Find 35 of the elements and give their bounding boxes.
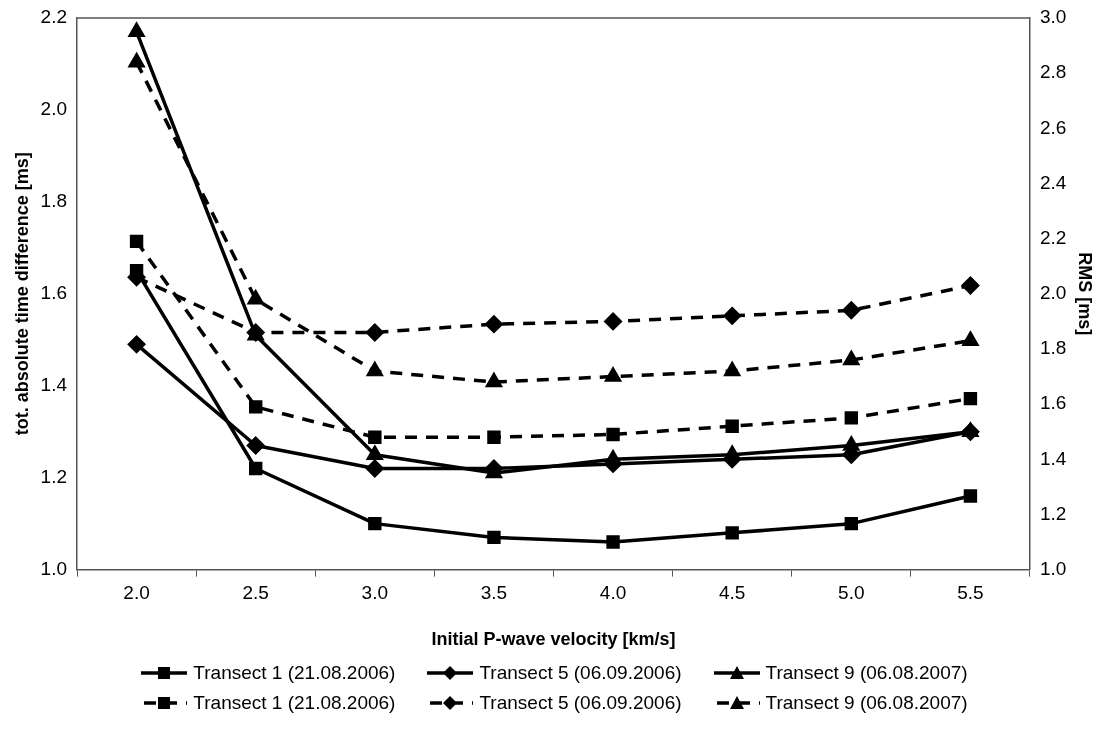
- y2-tick-label: 1.8: [1039, 337, 1067, 359]
- y2-tick-label: 2.6: [1039, 116, 1067, 138]
- x-tick-label: 2.5: [242, 582, 269, 604]
- y2-tick-label: 2.4: [1039, 171, 1067, 193]
- y2-axis-title: RMS [ms]: [1075, 252, 1096, 336]
- y2-tick-label: 2.2: [1039, 226, 1067, 248]
- x-tick-label: 5.5: [957, 582, 984, 604]
- y2-tick-label: 1.2: [1039, 502, 1067, 524]
- y-tick-label: 1.0: [40, 557, 68, 579]
- x-tick-label: 2.0: [123, 582, 150, 604]
- legend-label: Transect 1 (21.08.2006): [193, 662, 396, 684]
- y2-tick-label: 1.4: [1039, 447, 1067, 469]
- y2-tick-label: 1.6: [1039, 392, 1067, 414]
- x-tick-label: 3.5: [480, 582, 508, 604]
- y2-tick-label: 1.0: [1039, 557, 1067, 579]
- x-tick-label: 3.0: [361, 582, 389, 604]
- y-tick-label: 1.8: [40, 190, 68, 212]
- y-axis-title: tot. absolute time difference [ms]: [11, 152, 32, 436]
- legend-label: Transect 5 (06.09.2006): [479, 662, 682, 684]
- y2-tick-label: 2.8: [1039, 61, 1067, 83]
- x-tick-label: 4.5: [718, 582, 746, 604]
- x-tick-label: 4.0: [599, 582, 627, 604]
- legend-label: Transect 1 (21.08.2006): [193, 692, 396, 714]
- x-axis-title: Initial P-wave velocity [km/s]: [431, 629, 676, 650]
- y-tick-label: 1.4: [40, 373, 68, 395]
- y-tick-label: 1.6: [40, 282, 68, 304]
- legend-label: Transect 9 (06.08.2007): [765, 692, 968, 714]
- x-tick-label: 5.0: [838, 582, 865, 604]
- y2-tick-label: 2.0: [1039, 282, 1067, 304]
- y2-tick-label: 3.0: [1039, 6, 1067, 28]
- y-tick-label: 1.2: [40, 465, 68, 487]
- legend-label: Transect 9 (06.08.2007): [765, 662, 968, 684]
- legend-label: Transect 5 (06.09.2006): [479, 692, 682, 714]
- y-tick-label: 2.0: [40, 98, 68, 120]
- y-tick-label: 2.2: [40, 6, 68, 28]
